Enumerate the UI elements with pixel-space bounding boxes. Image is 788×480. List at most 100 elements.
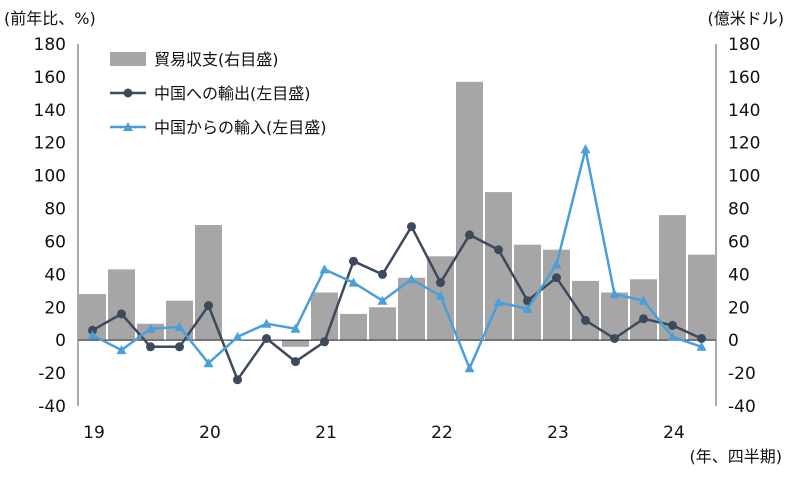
- right-tick-label: -20: [728, 364, 756, 384]
- export-point: [117, 309, 126, 319]
- left-tick-label: 80: [44, 200, 66, 220]
- import-point: [290, 323, 301, 333]
- export-point: [204, 301, 213, 311]
- export-point: [378, 269, 387, 279]
- export-point: [523, 296, 532, 306]
- import-point: [638, 295, 649, 305]
- bar-series: [79, 81, 715, 347]
- import-point: [116, 345, 127, 355]
- export-point: [639, 314, 648, 324]
- export-point: [494, 245, 503, 255]
- x-year-label: 19: [83, 423, 105, 443]
- x-year-label: 20: [199, 423, 221, 443]
- right-axis-unit: (億米ドル): [708, 9, 785, 28]
- x-year-label: 23: [547, 423, 569, 443]
- legend-import-label: 中国からの輸入(左目盛): [154, 118, 327, 137]
- import-point: [551, 259, 562, 269]
- import-point: [522, 303, 533, 313]
- left-tick-label: 120: [34, 134, 66, 154]
- export-point: [175, 342, 184, 352]
- left-tick-label: 40: [44, 265, 66, 285]
- x-year-label: 21: [315, 423, 337, 443]
- legend-export-marker: [123, 88, 133, 98]
- legend-bar-label: 貿易収支(右目盛): [154, 50, 279, 69]
- export-point: [581, 315, 590, 325]
- x-axis-unit: (年、四半期): [690, 447, 783, 466]
- left-tick-label: 60: [44, 233, 66, 253]
- export-point: [407, 222, 416, 232]
- legend-export-label: 中国への輸出(左目盛): [154, 84, 311, 103]
- tick-labels: -40 -40 -20 -20 0 0 20 20 40 40 60 60 80 80 100 100 120 1…: [34, 35, 761, 443]
- import-point: [145, 323, 156, 333]
- x-year-label: 22: [431, 423, 453, 443]
- bar: [195, 225, 222, 341]
- x-year-label: 24: [663, 423, 685, 443]
- export-point: [552, 273, 561, 283]
- bar: [688, 254, 715, 341]
- import-point: [435, 290, 446, 300]
- import-point: [319, 264, 330, 274]
- export-point: [291, 357, 300, 367]
- import-point: [667, 331, 678, 341]
- right-tick-label: 80: [728, 200, 750, 220]
- export-point: [697, 334, 706, 343]
- right-tick-label: 40: [728, 265, 750, 285]
- left-tick-label: 20: [44, 298, 66, 318]
- import-point: [377, 295, 388, 305]
- left-tick-label: -40: [38, 397, 66, 417]
- import-point: [174, 322, 185, 331]
- export-point: [436, 278, 445, 288]
- import-point: [609, 289, 620, 299]
- right-tick-label: 0: [728, 331, 739, 351]
- bar: [572, 280, 599, 341]
- right-tick-label: -40: [728, 397, 756, 417]
- export-point: [668, 320, 677, 330]
- import-line: [91, 148, 702, 370]
- bar: [659, 215, 686, 341]
- right-tick-label: 20: [728, 298, 750, 318]
- import-point: [203, 358, 214, 368]
- right-tick-label: 100: [728, 167, 760, 187]
- right-tick-label: 60: [728, 233, 750, 253]
- right-tick-label: 160: [728, 68, 760, 88]
- bar: [108, 269, 135, 341]
- left-tick-label: 100: [34, 167, 66, 187]
- legend-import-marker: [123, 122, 133, 131]
- right-tick-label: 180: [728, 35, 760, 55]
- import-point: [87, 330, 98, 340]
- legend: 貿易収支(右目盛) 中国への輸出(左目盛) 中国からの輸入(左目盛): [110, 50, 327, 137]
- import-point: [406, 274, 417, 284]
- import-point: [232, 331, 243, 341]
- bar: [282, 340, 309, 347]
- export-point: [146, 342, 155, 352]
- import-point: [493, 297, 504, 307]
- import-point: [696, 341, 707, 351]
- left-tick-label: 140: [34, 101, 66, 121]
- left-tick-label: 160: [34, 68, 66, 88]
- import-point: [580, 144, 591, 154]
- import-point: [261, 318, 272, 328]
- left-axis-unit: (前年比、%): [4, 9, 96, 28]
- right-tick-label: 120: [728, 134, 760, 154]
- export-point: [262, 334, 271, 343]
- export-point: [320, 337, 329, 347]
- left-tick-label: 180: [34, 35, 66, 55]
- left-tick-label: -20: [38, 364, 66, 384]
- bar: [630, 279, 657, 341]
- export-point: [233, 375, 242, 385]
- bar: [340, 313, 367, 341]
- bar: [456, 81, 483, 341]
- line-series: [87, 144, 707, 385]
- export-point: [610, 334, 619, 343]
- legend-bar-swatch: [110, 52, 146, 66]
- right-tick-label: 140: [728, 101, 760, 121]
- left-tick-label: 0: [55, 331, 66, 351]
- bar: [398, 277, 425, 341]
- import-point: [464, 363, 475, 373]
- export-line: [91, 225, 703, 381]
- export-point: [465, 230, 474, 240]
- bar: [369, 307, 396, 341]
- import-point: [348, 277, 359, 287]
- export-point: [349, 256, 358, 266]
